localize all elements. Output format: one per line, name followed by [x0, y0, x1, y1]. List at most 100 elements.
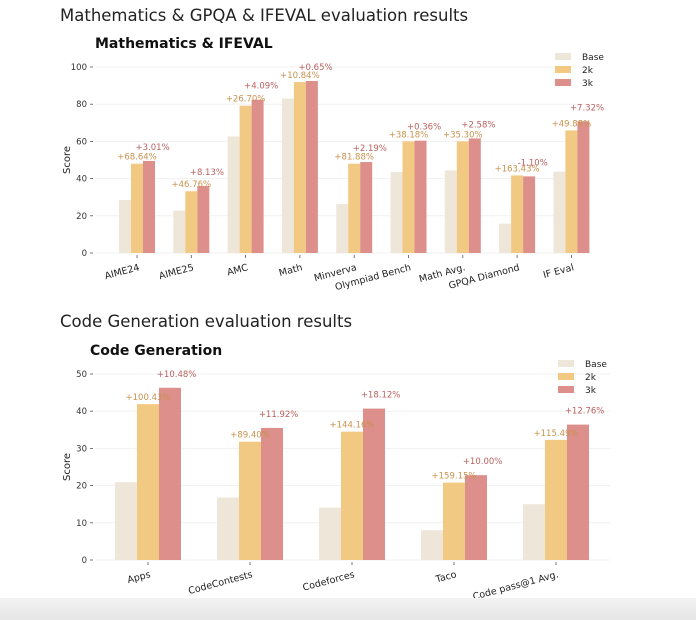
chart2-legend-label: 2k [585, 373, 597, 383]
chart2-bar-2k [137, 404, 159, 560]
chart1-annotation-3k: +2.58% [461, 120, 495, 130]
chart2-bar-base [319, 507, 341, 560]
chart2-annotation-3k: +10.00% [463, 457, 503, 467]
chart1-ytick-label: 100 [71, 63, 87, 73]
chart1-annotation-2k: +81.88% [334, 153, 374, 163]
chart1-bar-base [553, 171, 566, 253]
chart1-bar-2k [239, 105, 252, 253]
chart1-legend-label: 3k [582, 79, 594, 89]
chart2-legend-label: Base [585, 360, 607, 370]
chart1-legend-label: Base [582, 53, 604, 63]
chart1-bar-2k [185, 191, 198, 253]
chart2-bar-2k [239, 441, 261, 560]
chart2-bar-2k [341, 431, 363, 560]
chart2-legend-label: 3k [585, 386, 597, 396]
chart1-bar-base [227, 136, 240, 253]
window-bottom-edge [0, 598, 696, 620]
chart1-title: Mathematics & IFEVAL [95, 36, 273, 52]
chart2-annotation-3k: +18.12% [361, 391, 401, 401]
chart1-xtick-label: AIME25 [158, 262, 195, 282]
chart2-bar-2k [545, 439, 567, 560]
chart1-ytick-label: 20 [76, 212, 87, 222]
chart2-ytick-label: 10 [76, 519, 87, 529]
chart1-bar-base [281, 98, 294, 254]
chart2-bar-base [115, 482, 137, 560]
chart1-annotation-3k: +2.19% [353, 144, 387, 154]
chart1-bar-2k [511, 175, 524, 253]
chart1-bar-3k [414, 140, 427, 253]
math-section-heading: Mathematics & GPQA & IFEVAL evaluation r… [60, 6, 469, 25]
chart1-annotation-2k: +35.30% [443, 130, 483, 140]
chart1-bar-2k [565, 130, 578, 253]
chart2-ytick-label: 50 [76, 370, 87, 380]
chart2-annotation-3k: +11.92% [259, 410, 299, 420]
chart2-annotation-3k: +12.76% [565, 407, 605, 417]
chart2-title: Code Generation [90, 343, 222, 359]
chart1-bar-2k [293, 82, 306, 253]
chart2-ytick-label: 20 [76, 482, 87, 492]
chart2-bar-2k [443, 482, 465, 560]
chart1-legend-swatch-3k [555, 79, 571, 86]
chart1-annotation-2k: +26.70% [226, 95, 266, 105]
chart1-bar-base [119, 199, 131, 253]
chart1-bar-3k [251, 99, 264, 254]
chart2-bar-base [523, 504, 545, 560]
chart2-bar-3k [261, 427, 283, 560]
chart1-legend-swatch-2k [555, 66, 571, 73]
chart2-annotation-2k: +159.15% [432, 472, 477, 482]
chart1-annotation-3k: -1.10% [518, 158, 548, 168]
chart1-bar-3k [143, 160, 155, 253]
chart1-annotation-3k: +7.32% [570, 103, 604, 113]
chart2-bar-3k [567, 424, 589, 560]
chart2-xtick-label: Apps [126, 569, 152, 586]
chart1-bar-3k [197, 186, 210, 253]
chart1-bar-base [499, 223, 512, 253]
chart1-annotation-2k: +49.88% [552, 119, 592, 129]
chart1-bar-2k [348, 163, 361, 253]
code-section-heading: Code Generation evaluation results [60, 312, 353, 331]
chart1-xtick-label: AIME24 [104, 262, 141, 282]
chart2-bar-3k [363, 408, 385, 560]
chart2-annotation-3k: +10.48% [157, 370, 197, 380]
chart1-annotation-3k: +0.65% [298, 63, 332, 73]
chart1-annotation-3k: +0.36% [407, 123, 441, 133]
chart1-bar-3k [305, 80, 318, 253]
chart1-bar-base [390, 172, 403, 253]
chart1-bar-2k [456, 141, 469, 253]
chart1-annotation-2k: +163.43% [495, 164, 540, 174]
chart1-ytick-label: 0 [82, 249, 87, 259]
chart1-annotation-2k: +68.64% [117, 153, 157, 163]
chart2-ytick-label: 30 [76, 444, 87, 454]
chart1-bar-3k [523, 176, 536, 253]
chart1-bar-3k [577, 121, 590, 253]
chart2-legend-swatch-2k [558, 373, 574, 380]
chart2-annotation-2k: +100.43% [126, 393, 171, 403]
chart1-annotation-3k: +4.09% [244, 82, 278, 92]
chart1-ytick-label: 40 [76, 175, 87, 185]
chart2-bar-3k [465, 475, 487, 560]
chart1-bar-2k [402, 141, 415, 253]
chart1-bar-base [173, 210, 186, 253]
chart2-xtick-label: Codeforces [302, 569, 356, 593]
chart1-bar-base [336, 204, 349, 253]
chart2-legend-swatch-base [558, 360, 574, 367]
chart2-bar-3k [159, 387, 181, 560]
chart2-annotation-2k: +144.16% [330, 421, 375, 431]
chart1-annotation-3k: +8.13% [190, 168, 224, 178]
chart2-xtick-label: Taco [434, 569, 458, 585]
chart2-ytick-label: 40 [76, 407, 87, 417]
chart1-ytick-label: 60 [76, 137, 87, 147]
chart1-bar-3k [468, 138, 481, 253]
chart2-bar-base [421, 530, 443, 560]
chart1-xtick-label: AMC [226, 262, 250, 278]
chart2-ylabel: Score [62, 453, 73, 481]
chart1-annotation-2k: +38.18% [389, 130, 429, 140]
chart2-xtick-label: CodeContests [187, 569, 254, 597]
chart1-xtick-label: Math [278, 262, 304, 279]
chart1-ylabel: Score [62, 146, 73, 174]
chart2-ytick-label: 0 [82, 556, 87, 566]
chart1-bar-base [444, 170, 457, 253]
chart1-ytick-label: 80 [76, 100, 87, 110]
